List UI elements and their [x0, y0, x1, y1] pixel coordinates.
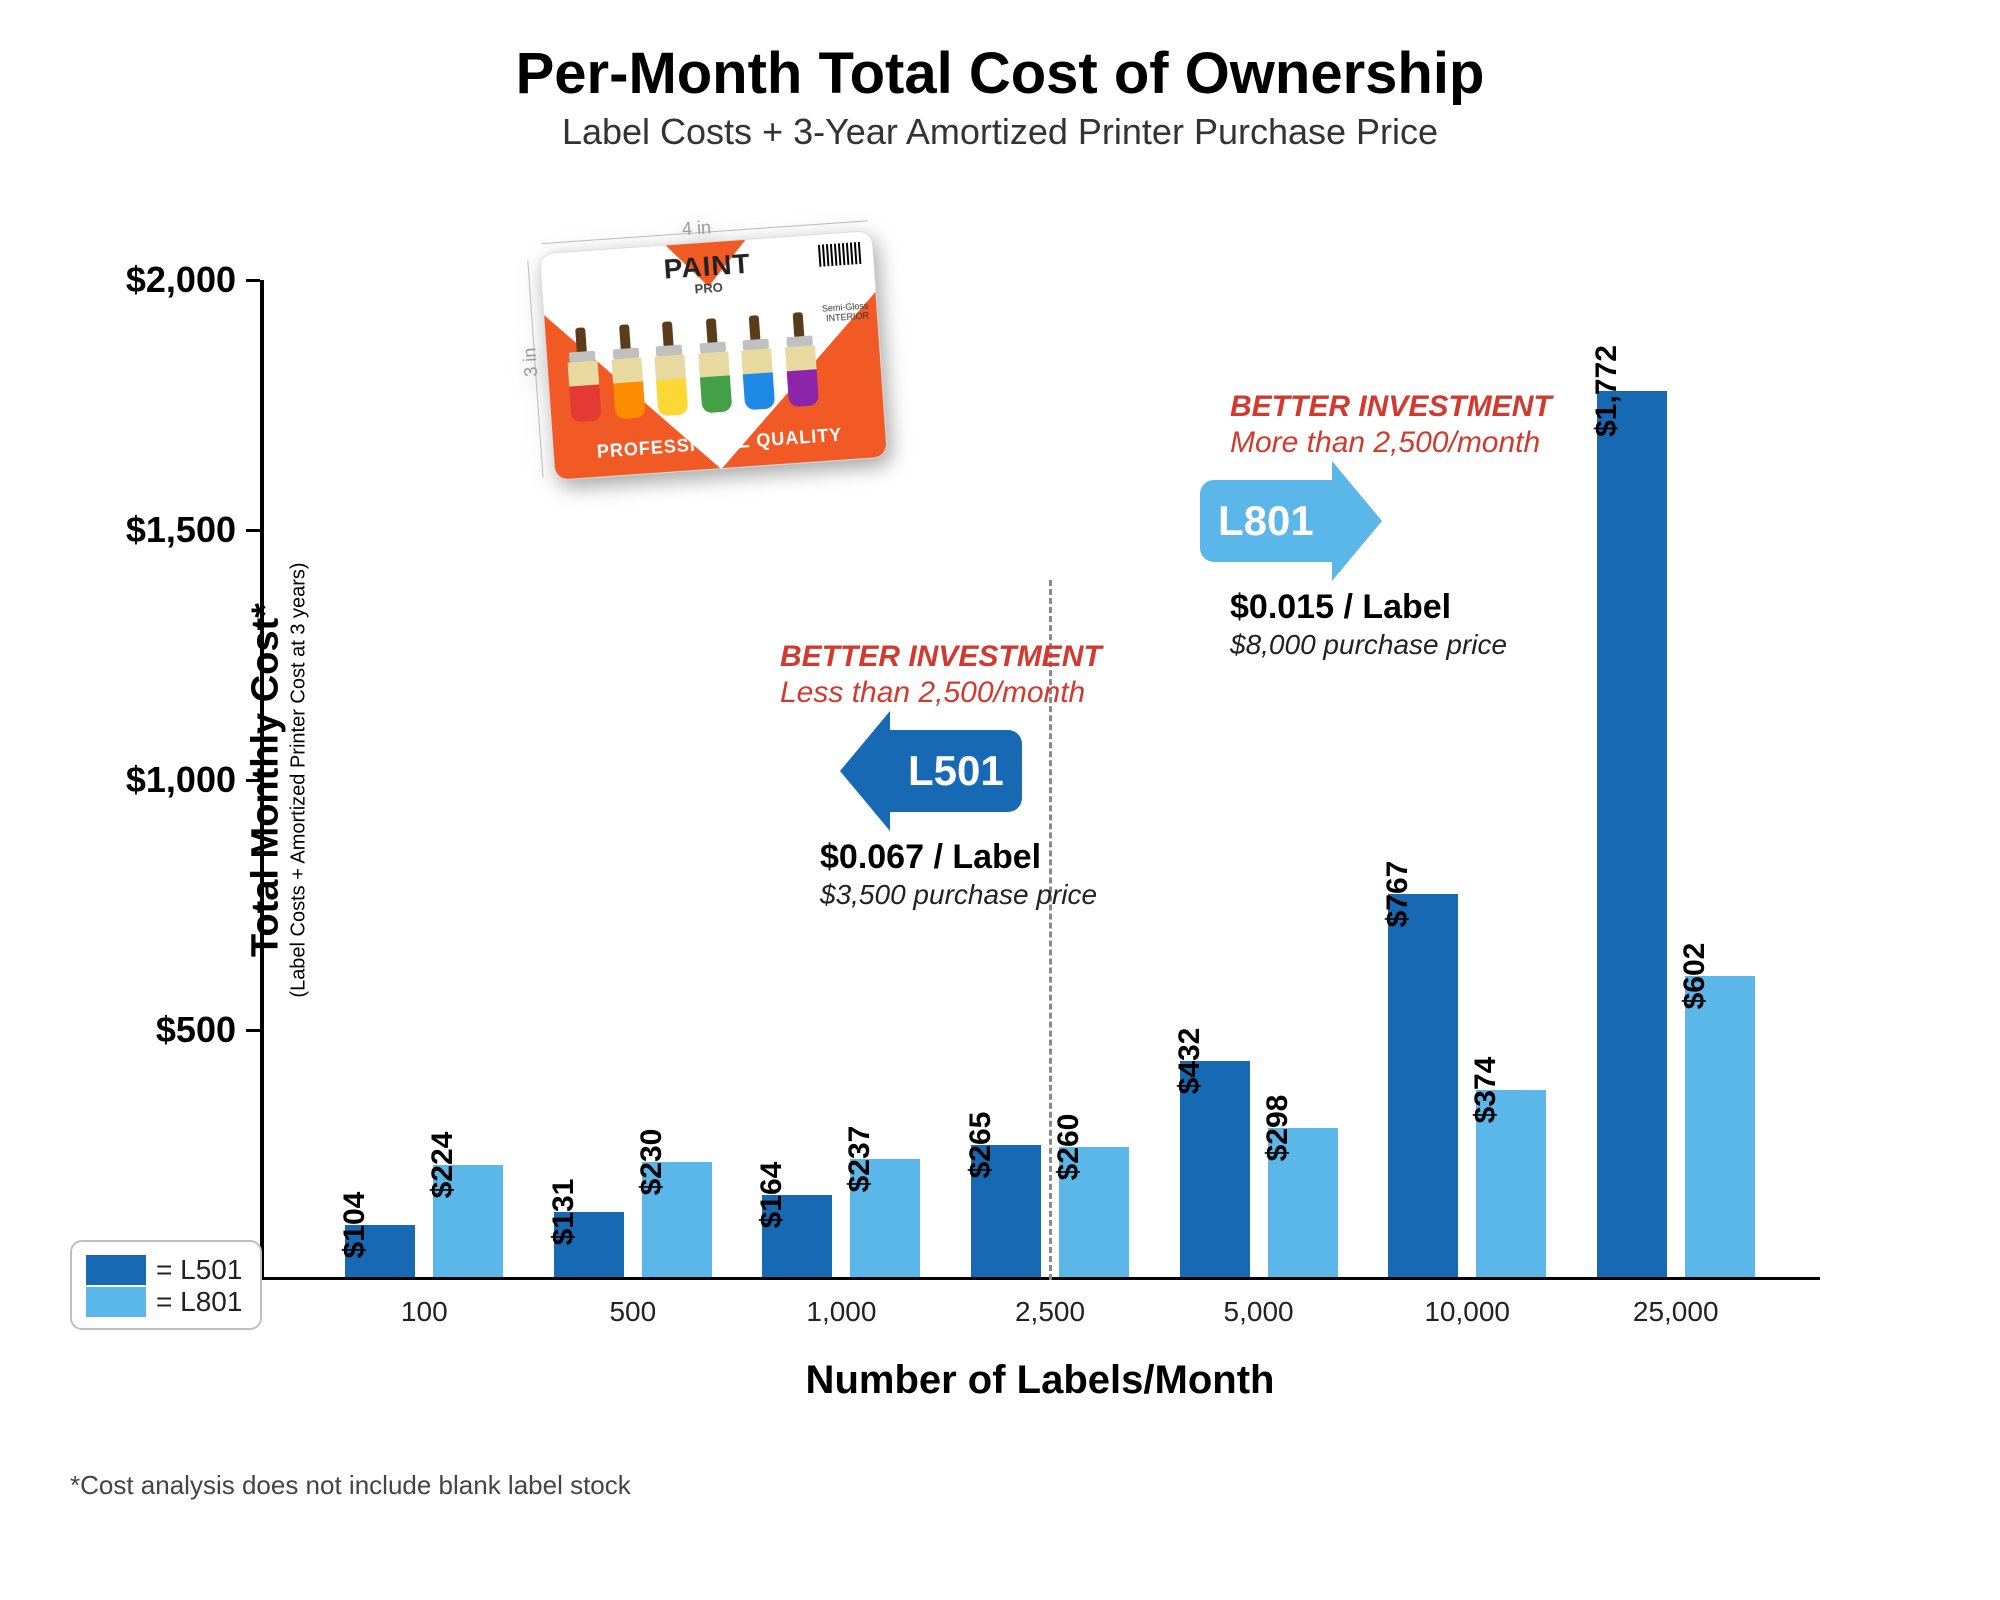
paint-brush-icon: [781, 311, 821, 407]
bar-value-label: $237: [843, 1125, 885, 1192]
arrow-badge-right: L801: [1200, 480, 1382, 562]
bar-value-label: $432: [1173, 1028, 1215, 1095]
x-tick-label: 500: [609, 1280, 656, 1328]
bar-value-label: $224: [426, 1132, 468, 1199]
callout-right-subline: More than 2,500/month: [1230, 426, 1730, 460]
legend-item: = L501: [86, 1254, 242, 1286]
paint-brush-icon: [694, 317, 734, 413]
callout-right-price-line: $0.015 / Label: [1230, 588, 1507, 627]
bar-l801: $237: [850, 1159, 920, 1278]
bar-l501: $767: [1388, 894, 1458, 1278]
footnote: *Cost analysis does not include blank la…: [70, 1470, 631, 1501]
legend-swatch-icon: [86, 1255, 146, 1285]
bar-l501: $1,772: [1597, 391, 1667, 1277]
bar-l501: $432: [1180, 1061, 1250, 1277]
bar-l501: $104: [345, 1225, 415, 1277]
y-axis-title-sub: (Label Costs + Amortized Printer Cost at…: [288, 562, 311, 997]
x-tick-label: 10,000: [1424, 1280, 1510, 1328]
paint-brush-icon: [650, 320, 690, 416]
callout-left-price-line: $0.067 / Label: [820, 838, 1097, 877]
bar-value-label: $131: [547, 1178, 589, 1245]
y-tick-label: $1,500: [126, 509, 260, 551]
legend-label: = L801: [156, 1286, 242, 1318]
bar-value-label: $265: [964, 1111, 1006, 1178]
y-axis-title: Total Monthly Cost* (Label Costs + Amort…: [245, 562, 311, 997]
callout-left-subline: Less than 2,500/month: [780, 676, 1260, 710]
bar-value-label: $164: [755, 1162, 797, 1229]
x-tick-label: 25,000: [1633, 1280, 1719, 1328]
arrow-left-body: L501: [890, 730, 1022, 812]
arrow-right-label: L801: [1218, 497, 1314, 545]
bar-l501: $265: [971, 1145, 1041, 1278]
paint-info: Semi-Gloss INTERIOR: [822, 302, 870, 325]
dim-width-label: 4 in: [681, 217, 711, 240]
arrow-right-body: L801: [1200, 480, 1332, 562]
bar-value-label: $260: [1052, 1114, 1094, 1181]
y-tick-label: $1,000: [126, 759, 260, 801]
paint-brush-icon: [737, 314, 777, 410]
callout-right-price: $0.015 / Label $8,000 purchase price: [1230, 580, 1507, 661]
callout-right-purchase: $8,000 purchase price: [1230, 629, 1507, 661]
chart-title: Per-Month Total Cost of Ownership: [0, 40, 2000, 107]
bar-value-label: $374: [1469, 1057, 1511, 1124]
brush-row: [561, 285, 821, 422]
paint-brush-icon: [607, 323, 647, 419]
x-axis-title: Number of Labels/Month: [806, 1358, 1275, 1403]
y-tick-label: $500: [156, 1009, 260, 1051]
arrow-badge-left: L501: [840, 730, 1022, 812]
callout-right-headline: BETTER INVESTMENT: [1230, 390, 1730, 424]
chart-title-block: Per-Month Total Cost of Ownership Label …: [0, 40, 2000, 153]
callout-left-purchase: $3,500 purchase price: [820, 879, 1097, 911]
bar-value-label: $767: [1381, 860, 1423, 927]
arrow-right-head-icon: [1332, 461, 1382, 581]
dim-height-label: 3 in: [519, 347, 542, 377]
callout-left-headline: BETTER INVESTMENT: [780, 640, 1260, 674]
bar-value-label: $104: [338, 1192, 380, 1259]
arrow-left-label: L501: [908, 747, 1004, 795]
paint-card: PAINT PRO Semi-Gloss INTERIOR PROFESSION…: [539, 230, 888, 481]
bar-value-label: $298: [1261, 1095, 1303, 1162]
x-tick-label: 1,000: [806, 1280, 876, 1328]
bar-l801: $374: [1476, 1090, 1546, 1277]
x-tick-label: 2,500: [1015, 1280, 1085, 1328]
bar-value-label: $602: [1678, 943, 1720, 1010]
callout-right: BETTER INVESTMENT More than 2,500/month: [1230, 390, 1730, 460]
legend-item: = L801: [86, 1286, 242, 1318]
bar-l501: $131: [554, 1212, 624, 1278]
x-tick-label: 5,000: [1224, 1280, 1294, 1328]
bar-l801: $224: [433, 1165, 503, 1277]
callout-left: BETTER INVESTMENT Less than 2,500/month: [780, 640, 1260, 710]
y-axis-title-main: Total Monthly Cost*: [245, 562, 288, 997]
bar-l801: $298: [1268, 1128, 1338, 1277]
bar-value-label: $230: [635, 1129, 677, 1196]
callout-left-price: $0.067 / Label $3,500 purchase price: [820, 830, 1097, 911]
chart-subtitle: Label Costs + 3-Year Amortized Printer P…: [0, 111, 2000, 153]
arrow-left-head-icon: [840, 711, 890, 831]
paint-brush-icon: [563, 326, 603, 422]
legend-swatch-icon: [86, 1287, 146, 1317]
x-tick-label: 100: [401, 1280, 448, 1328]
legend-label: = L501: [156, 1254, 242, 1286]
bar-l501: $164: [762, 1195, 832, 1277]
bar-l801: $602: [1685, 976, 1755, 1277]
paint-label-graphic: 4 in 3 in PAINT PRO Semi-Gloss INTERIOR …: [511, 207, 898, 492]
y-tick-label: $2,000: [126, 259, 260, 301]
bar-l801: $230: [642, 1162, 712, 1277]
legend: = L501= L801: [70, 1240, 262, 1330]
bar-l801: $260: [1059, 1147, 1129, 1277]
